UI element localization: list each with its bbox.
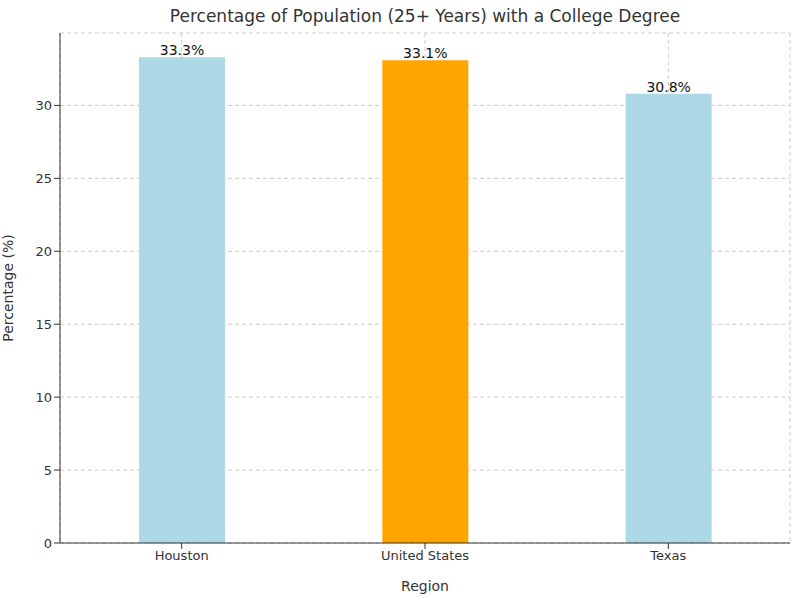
svg-text:0: 0 (44, 536, 52, 551)
svg-text:United States: United States (381, 548, 469, 563)
svg-text:10: 10 (35, 390, 52, 405)
svg-text:25: 25 (35, 171, 52, 186)
svg-text:33.3%: 33.3% (160, 42, 204, 58)
svg-text:20: 20 (35, 244, 52, 259)
html-text:Percentage of Population (25+: Percentage of Population (25+ Years) wit… (169, 6, 681, 26)
svg-text:Region: Region (401, 578, 449, 594)
svg-text:Texas: Texas (649, 548, 686, 563)
svg-text:Houston: Houston (155, 548, 209, 563)
svg-text:30: 30 (35, 98, 52, 113)
svg-text:30.8%: 30.8% (646, 79, 690, 95)
svg-text:Percentage (%): Percentage (%) (8, 234, 16, 341)
svg-text:33.1%: 33.1% (403, 45, 447, 61)
svg-text:5: 5 (44, 463, 52, 478)
svg-text:15: 15 (35, 317, 52, 332)
